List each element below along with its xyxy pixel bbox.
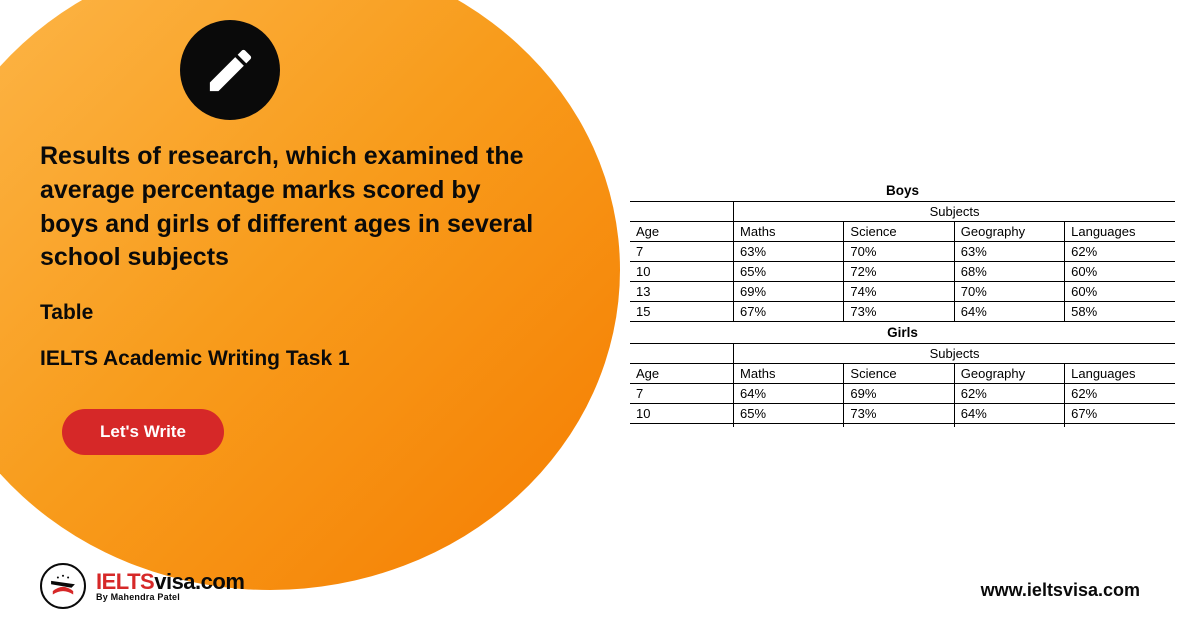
taskline-text: IELTS Academic Writing Task 1 <box>40 347 540 371</box>
value-cell: 65% <box>734 262 844 282</box>
age-cell: 7 <box>630 384 734 404</box>
value-cell: 62% <box>1065 384 1175 404</box>
value-cell: 62% <box>1065 242 1175 262</box>
col-header: Languages <box>1065 364 1175 384</box>
pencil-icon-badge <box>180 20 280 120</box>
table-row: Age Maths Science Geography Languages <box>630 364 1175 384</box>
girls-table-title: Girls <box>630 321 1175 343</box>
value-cell: 67% <box>734 302 844 322</box>
value-cell: 63% <box>734 242 844 262</box>
col-header: Languages <box>1065 222 1175 242</box>
age-cell: 7 <box>630 242 734 262</box>
boys-table-title: Boys <box>630 180 1175 201</box>
value-cell: 70% <box>844 242 954 262</box>
table-row: Subjects <box>630 344 1175 364</box>
age-cell: 13 <box>630 424 734 428</box>
table-row: Age Maths Science Geography Languages <box>630 222 1175 242</box>
col-header: Geography <box>954 222 1064 242</box>
table-row: 10 65% 73% 64% 67% <box>630 404 1175 424</box>
logo-mark <box>40 563 86 609</box>
value-cell: 69% <box>734 282 844 302</box>
lets-write-button[interactable]: Let's Write <box>62 409 224 455</box>
table-row: Subjects <box>630 202 1175 222</box>
subline-text: Table <box>40 301 540 325</box>
value-cell: 60% <box>1065 282 1175 302</box>
age-header: Age <box>630 364 734 384</box>
table-row: 13 69% 74% 70% 60% <box>630 282 1175 302</box>
table-row: 10 65% 72% 68% 60% <box>630 262 1175 282</box>
value-cell: 60% <box>1065 262 1175 282</box>
value-cell: 64% <box>734 384 844 404</box>
col-header: Maths <box>734 222 844 242</box>
table-row: 7 64% 69% 62% 62% <box>630 384 1175 404</box>
logo-text: IELTSvisa.com By Mahendra Patel <box>96 570 244 603</box>
col-header: Science <box>844 364 954 384</box>
brand-logo: IELTSvisa.com By Mahendra Patel <box>40 563 244 609</box>
age-header: Age <box>630 222 734 242</box>
table-row: 13 64% 70% 62% 65% <box>630 424 1175 428</box>
age-cell: 15 <box>630 302 734 322</box>
boys-table: Subjects Age Maths Science Geography Lan… <box>630 201 1175 321</box>
value-cell: 68% <box>954 262 1064 282</box>
col-header: Maths <box>734 364 844 384</box>
value-cell: 65% <box>1065 424 1175 428</box>
value-cell: 73% <box>844 404 954 424</box>
value-cell: 74% <box>844 282 954 302</box>
value-cell: 65% <box>734 404 844 424</box>
value-cell: 73% <box>844 302 954 322</box>
age-cell: 13 <box>630 282 734 302</box>
value-cell: 62% <box>954 384 1064 404</box>
value-cell: 70% <box>844 424 954 428</box>
girls-table: Subjects Age Maths Science Geography Lan… <box>630 343 1175 427</box>
table-row: 15 67% 73% 64% 58% <box>630 302 1175 322</box>
table-row: 7 63% 70% 63% 62% <box>630 242 1175 262</box>
logo-brand-red: IELTS <box>96 569 154 594</box>
left-content-panel: Results of research, which examined the … <box>40 20 540 455</box>
logo-byline: By Mahendra Patel <box>96 593 244 602</box>
value-cell: 64% <box>954 404 1064 424</box>
age-cell: 10 <box>630 404 734 424</box>
value-cell: 67% <box>1065 404 1175 424</box>
value-cell: 64% <box>734 424 844 428</box>
col-header: Science <box>844 222 954 242</box>
value-cell: 63% <box>954 242 1064 262</box>
value-cell: 70% <box>954 282 1064 302</box>
value-cell: 62% <box>954 424 1064 428</box>
value-cell: 72% <box>844 262 954 282</box>
age-cell: 10 <box>630 262 734 282</box>
website-url: www.ieltsvisa.com <box>981 580 1140 601</box>
subjects-header: Subjects <box>734 344 1175 364</box>
value-cell: 58% <box>1065 302 1175 322</box>
value-cell: 69% <box>844 384 954 404</box>
headline-text: Results of research, which examined the … <box>40 140 540 275</box>
value-cell: 64% <box>954 302 1064 322</box>
data-tables-region: Boys Subjects Age Maths Science Geograph… <box>630 180 1175 427</box>
plane-book-icon <box>46 569 80 603</box>
col-header: Geography <box>954 364 1064 384</box>
pencil-icon <box>203 43 258 98</box>
logo-brand-black: visa.com <box>154 569 244 594</box>
subjects-header: Subjects <box>734 202 1175 222</box>
